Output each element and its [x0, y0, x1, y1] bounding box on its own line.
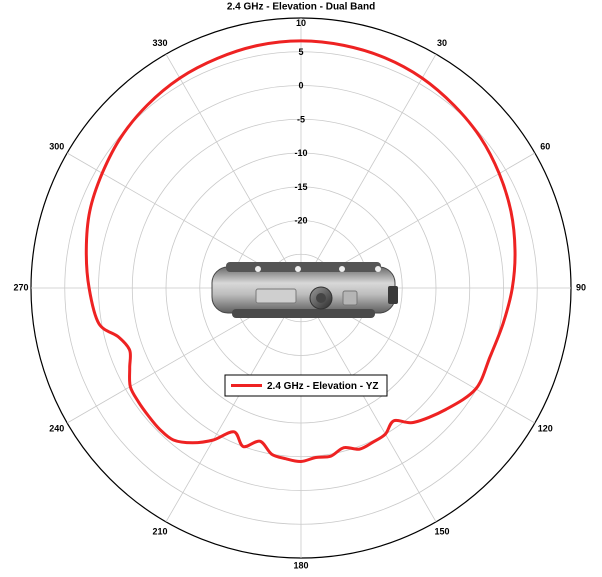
legend-label: 2.4 GHz - Elevation - YZ [267, 381, 379, 392]
grid-spoke [165, 287, 302, 523]
angle-tick-label: 120 [538, 423, 553, 433]
angle-tick-label: 30 [437, 38, 447, 48]
radial-tick-label: 5 [298, 47, 303, 57]
angle-tick-label: 210 [152, 527, 167, 537]
angle-tick-label: 180 [293, 560, 308, 570]
radial-tick-label: 0 [298, 81, 303, 91]
legend: 2.4 GHz - Elevation - YZ [224, 374, 388, 397]
angle-tick-label: 330 [152, 38, 167, 48]
grid-spoke [300, 287, 437, 523]
angle-tick-label: 270 [13, 282, 28, 292]
angle-tick-label: 60 [540, 141, 550, 151]
grid-spoke [165, 53, 302, 289]
series-line [84, 39, 517, 464]
legend-box [224, 374, 388, 397]
angle-tick-label: 240 [49, 423, 64, 433]
angle-tick-label: 90 [576, 282, 586, 292]
angle-tick-label: 300 [49, 141, 64, 151]
device-image [211, 262, 398, 318]
radial-tick-label: -15 [294, 182, 307, 192]
angle-tick-label: 150 [434, 527, 449, 537]
radial-tick-labels: 10 5 0 -5 -10 -15 -20 [294, 18, 307, 226]
radial-tick-label: 10 [296, 18, 306, 28]
radial-tick-label: -5 [297, 114, 305, 124]
angle-tick-labels: 30 60 90 120 150 180 210 240 270 300 330 [13, 38, 586, 570]
radial-tick-label: -10 [294, 148, 307, 158]
chart-title: 2.4 GHz - Elevation - Dual Band [227, 1, 375, 12]
grid-spoke [300, 53, 437, 289]
radial-tick-label: -20 [294, 216, 307, 226]
